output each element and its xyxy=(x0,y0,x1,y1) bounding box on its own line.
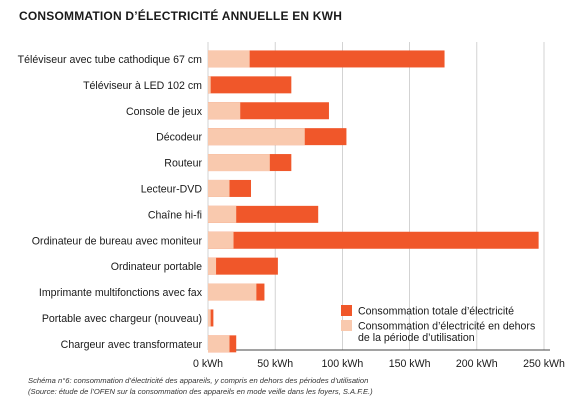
x-tick-label: 250 kWh xyxy=(523,358,565,370)
category-label: Ordinateur de bureau avec moniteur xyxy=(32,235,203,247)
bar-standby xyxy=(208,257,217,275)
category-label: Téléviseur avec tube cathodique 67 cm xyxy=(18,54,202,66)
bar-standby xyxy=(208,231,234,249)
bar-standby xyxy=(208,309,211,327)
legend-swatch-total xyxy=(341,305,352,316)
category-label: Téléviseur à LED 102 cm xyxy=(83,80,202,92)
chart-title: CONSOMMATION D’ÉLECTRICITÉ ANNUELLE EN K… xyxy=(19,9,343,23)
bar-standby xyxy=(208,154,270,172)
x-tick-label: 50 kWh xyxy=(257,358,293,370)
bar-total xyxy=(208,76,292,94)
bar-standby xyxy=(208,283,257,301)
category-label: Lecteur-DVD xyxy=(141,183,203,195)
category-label: Imprimante multifonctions avec fax xyxy=(39,287,203,299)
legend-swatch-standby xyxy=(341,320,352,331)
bar-standby xyxy=(208,128,305,146)
bar-standby xyxy=(208,335,230,353)
bar-standby xyxy=(208,50,250,68)
bar-total xyxy=(208,50,445,68)
category-label: Ordinateur portable xyxy=(111,261,202,273)
bar-standby xyxy=(208,102,241,120)
caption-line-1: Schéma n°6: consommation d’électricité d… xyxy=(28,376,369,385)
legend-label-standby-line2: de la période d’utilisation xyxy=(358,332,475,344)
x-tick-label: 100 kWh xyxy=(321,358,363,370)
category-label: Chargeur avec transformateur xyxy=(61,339,203,351)
bar-standby xyxy=(208,76,211,94)
category-label: Portable avec chargeur (nouveau) xyxy=(42,313,202,325)
category-label: Console de jeux xyxy=(126,106,203,118)
bar-standby xyxy=(208,205,237,223)
category-label: Décodeur xyxy=(156,132,202,144)
bar-total xyxy=(208,231,539,249)
caption-line-2: (Source: étude de l’OFEN sur la consomma… xyxy=(28,387,373,396)
category-label: Routeur xyxy=(164,158,202,170)
x-tick-label: 150 kWh xyxy=(389,358,431,370)
legend-label-total: Consommation totale d’électricité xyxy=(358,306,514,318)
x-tick-label: 0 kWh xyxy=(193,358,223,370)
x-tick-label: 200 kWh xyxy=(456,358,498,370)
bar-standby xyxy=(208,179,230,197)
legend-label-standby: Consommation d’électricité en dehors xyxy=(358,321,535,333)
category-label: Chaîne hi-fi xyxy=(148,209,202,221)
bar-total xyxy=(208,257,278,275)
